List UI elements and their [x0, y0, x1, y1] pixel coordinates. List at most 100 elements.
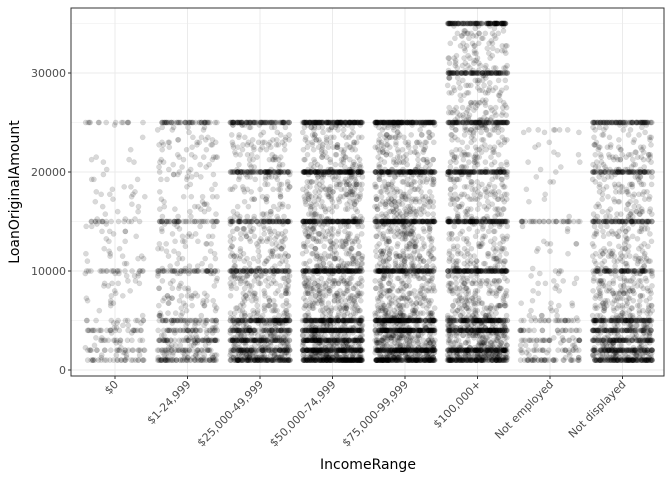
data-point — [350, 285, 356, 292]
data-point — [198, 347, 205, 354]
data-point — [192, 231, 199, 237]
data-point — [157, 357, 163, 363]
data-point — [266, 171, 272, 178]
data-point — [99, 218, 105, 225]
data-point — [257, 169, 263, 175]
data-point — [318, 146, 325, 153]
data-point — [211, 250, 218, 257]
data-point — [311, 280, 318, 287]
data-point — [188, 174, 195, 180]
data-point — [176, 283, 183, 289]
data-point — [195, 238, 201, 245]
data-point — [183, 119, 189, 126]
data-point — [167, 280, 174, 287]
data-point — [103, 268, 110, 274]
data-point — [83, 317, 90, 324]
data-point — [194, 334, 200, 341]
data-point — [171, 218, 177, 225]
data-point — [332, 124, 339, 131]
data-point — [229, 228, 236, 235]
data-point — [172, 327, 179, 334]
data-point — [249, 297, 255, 304]
data-point — [285, 203, 292, 210]
data-point — [329, 198, 336, 205]
data-point — [345, 357, 351, 363]
data-point — [171, 317, 177, 324]
data-point — [156, 240, 163, 247]
data-point — [96, 218, 102, 225]
data-point — [185, 119, 191, 126]
data-point — [86, 119, 93, 126]
data-point — [116, 268, 122, 274]
data-point — [209, 317, 216, 324]
data-point — [349, 169, 355, 175]
data-point — [210, 357, 217, 363]
data-point — [257, 273, 264, 279]
data-point — [273, 136, 280, 143]
data-point — [277, 260, 283, 267]
data-point — [184, 337, 191, 344]
data-point — [129, 201, 135, 207]
data-point — [174, 327, 180, 334]
data-point — [252, 176, 258, 183]
data-point — [159, 268, 166, 274]
data-point — [103, 235, 110, 242]
data-point — [82, 344, 89, 351]
data-point — [260, 211, 267, 217]
data-point — [284, 347, 290, 354]
data-point — [201, 290, 208, 297]
data-point — [161, 295, 168, 302]
data-point — [342, 206, 349, 212]
data-point — [302, 134, 309, 141]
data-point — [244, 295, 251, 302]
data-point — [84, 258, 91, 264]
data-point — [280, 275, 287, 282]
data-point — [119, 253, 126, 259]
data-point — [165, 253, 172, 259]
data-point — [101, 337, 107, 344]
data-point — [209, 186, 215, 193]
data-point — [184, 183, 190, 190]
data-point — [137, 327, 144, 334]
data-point — [171, 218, 178, 225]
data-point — [196, 327, 203, 334]
data-point — [322, 317, 328, 324]
data-point — [107, 297, 114, 304]
data-point — [327, 337, 333, 344]
data-point — [333, 347, 339, 354]
data-point — [247, 124, 254, 131]
data-point — [309, 327, 315, 334]
data-point — [309, 285, 315, 292]
data-point — [125, 322, 132, 329]
data-point — [128, 357, 134, 363]
data-point — [118, 357, 124, 363]
data-point — [125, 119, 131, 126]
data-point — [158, 332, 165, 339]
data-point — [189, 144, 195, 150]
data-point — [90, 357, 96, 363]
data-point — [240, 226, 247, 232]
data-point — [281, 312, 287, 319]
data-point — [130, 347, 136, 354]
data-point — [266, 297, 273, 304]
data-point — [177, 317, 184, 324]
data-point — [358, 169, 364, 175]
data-point — [180, 327, 187, 334]
data-point — [232, 149, 238, 155]
data-point — [174, 260, 180, 267]
data-point — [305, 171, 312, 178]
data-point — [359, 317, 365, 324]
data-point — [197, 161, 203, 168]
data-point — [140, 255, 147, 262]
data-point — [171, 330, 178, 336]
data-point — [356, 347, 363, 354]
data-point — [95, 119, 102, 126]
data-point — [261, 327, 268, 334]
data-point — [107, 191, 113, 198]
data-point — [96, 119, 102, 126]
data-point — [313, 211, 320, 217]
data-point — [186, 317, 193, 324]
data-point — [340, 273, 347, 279]
data-point — [107, 302, 114, 309]
data-point — [88, 156, 95, 163]
